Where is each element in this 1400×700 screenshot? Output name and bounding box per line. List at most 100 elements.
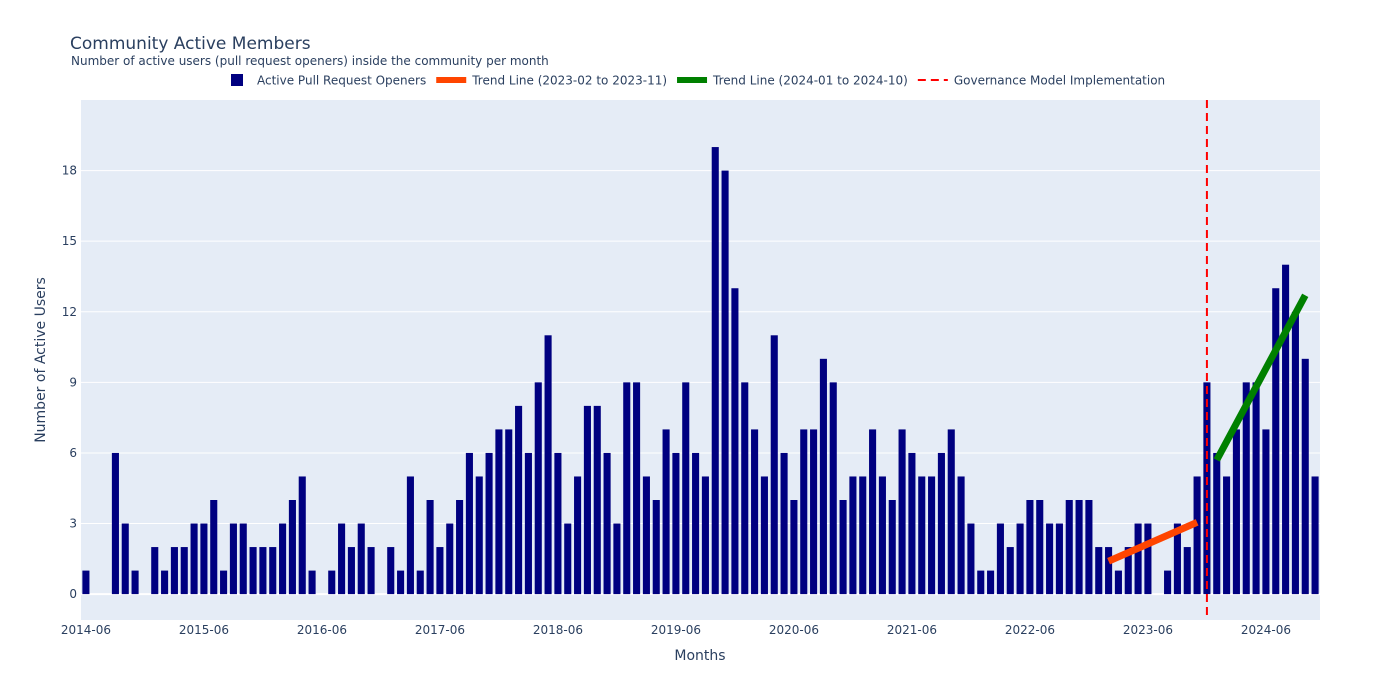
y-tick-label: 9 xyxy=(69,375,77,389)
bar xyxy=(436,547,444,595)
bar xyxy=(1075,500,1083,595)
x-tick-label: 2016-06 xyxy=(297,623,347,637)
bar xyxy=(1232,429,1240,595)
x-tick-labels: 2014-06 2015-06 2016-06 2017-06 2018-06 2019-… xyxy=(61,623,1291,637)
bar xyxy=(849,476,857,595)
y-gridlines xyxy=(81,170,1320,596)
bar xyxy=(839,500,847,595)
bar xyxy=(1213,452,1221,595)
bar xyxy=(741,382,749,595)
bar xyxy=(947,429,955,595)
bar xyxy=(190,523,198,595)
bar xyxy=(967,523,975,595)
x-tick-label: 2022-06 xyxy=(1005,623,1055,637)
bar xyxy=(937,452,945,595)
bar xyxy=(111,452,119,595)
bar xyxy=(1046,523,1054,595)
legend-label: Trend Line (2024-01 to 2024-10) xyxy=(712,74,908,88)
bar xyxy=(957,476,965,595)
bar xyxy=(869,429,877,595)
bar xyxy=(554,452,562,595)
bar xyxy=(200,523,208,595)
bar xyxy=(524,452,532,595)
bar xyxy=(220,570,228,595)
legend[interactable]: Active Pull Request Openers Trend Line (2… xyxy=(231,74,1165,88)
bar xyxy=(1065,500,1073,595)
bar xyxy=(672,452,680,595)
x-tick-label: 2017-06 xyxy=(415,623,465,637)
bar xyxy=(308,570,316,595)
bar xyxy=(1223,476,1231,595)
bar xyxy=(347,547,355,595)
bar xyxy=(721,170,729,595)
bar xyxy=(151,547,159,595)
bar xyxy=(859,476,867,595)
bar xyxy=(977,570,985,595)
bar xyxy=(121,523,129,595)
x-tick-label: 2023-06 xyxy=(1123,623,1173,637)
legend-label: Active Pull Request Openers xyxy=(257,74,426,88)
chart-subtitle: Number of active users (pull request ope… xyxy=(71,54,549,68)
bar xyxy=(1055,523,1063,595)
bar xyxy=(416,570,424,595)
bar xyxy=(603,452,611,595)
bar xyxy=(1124,547,1132,595)
y-axis-label: Number of Active Users xyxy=(33,277,49,443)
bar xyxy=(770,335,778,595)
trend-line xyxy=(1213,293,1309,462)
bar xyxy=(1291,311,1299,595)
bar xyxy=(1301,358,1309,595)
bar-series xyxy=(82,147,1319,595)
bar xyxy=(387,547,395,595)
bar xyxy=(515,405,523,595)
x-tick-label: 2015-06 xyxy=(179,623,229,637)
bar xyxy=(613,523,621,595)
bar xyxy=(1242,382,1250,595)
bar xyxy=(790,500,798,595)
bar xyxy=(259,547,267,595)
bar xyxy=(328,570,336,595)
y-tick-label: 15 xyxy=(62,234,77,248)
bar xyxy=(701,476,709,595)
bar xyxy=(751,429,759,595)
bar xyxy=(456,500,464,595)
bar xyxy=(996,523,1004,595)
bar xyxy=(918,476,926,595)
bar xyxy=(1114,570,1122,595)
bar xyxy=(397,570,405,595)
bar xyxy=(898,429,906,595)
bar xyxy=(426,500,434,595)
bar xyxy=(288,500,296,595)
bar xyxy=(249,547,257,595)
bar xyxy=(161,570,169,595)
bar xyxy=(593,405,601,595)
bar xyxy=(229,523,237,595)
bar xyxy=(465,452,473,595)
bar xyxy=(446,523,454,595)
bar xyxy=(800,429,808,595)
x-tick-label: 2020-06 xyxy=(769,623,819,637)
bar xyxy=(210,500,218,595)
bar xyxy=(1105,547,1113,595)
bar xyxy=(1164,570,1172,595)
x-tick-label: 2021-06 xyxy=(887,623,937,637)
bar xyxy=(1006,547,1014,595)
bar xyxy=(269,547,277,595)
plot-area xyxy=(81,100,1320,620)
x-tick-label: 2019-06 xyxy=(651,623,701,637)
bar xyxy=(633,382,641,595)
bar xyxy=(357,523,365,595)
bar xyxy=(1173,523,1181,595)
x-tick-label: 2018-06 xyxy=(533,623,583,637)
bar xyxy=(574,476,582,595)
bar xyxy=(475,476,483,595)
bar xyxy=(564,523,572,595)
bar xyxy=(406,476,414,595)
bar xyxy=(987,570,995,595)
bar xyxy=(810,429,818,595)
bar xyxy=(819,358,827,595)
y-tick-label: 18 xyxy=(62,164,77,178)
bar xyxy=(908,452,916,595)
bar xyxy=(279,523,287,595)
